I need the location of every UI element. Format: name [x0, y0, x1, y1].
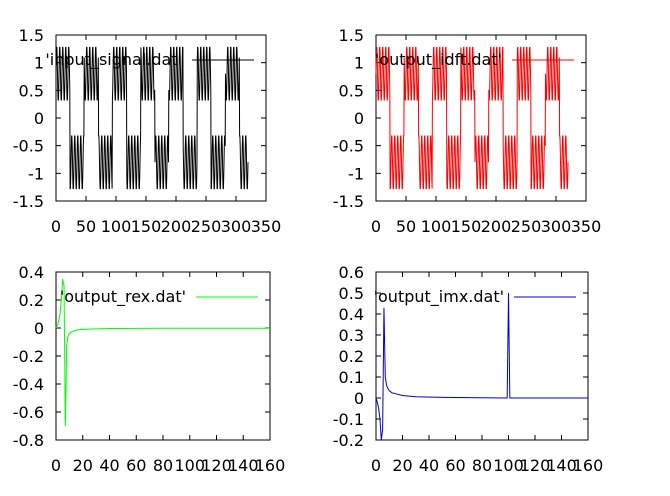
y-tick-label: 1.5	[19, 26, 44, 45]
panel-output-rex: 0.4 0.2 0 -0.2 -0.4 -0.6 -0.8 0 20 40 60 80 10012014…	[13, 263, 285, 475]
x-tick-label: 140	[228, 456, 259, 475]
y-tick-label: 0	[34, 319, 44, 338]
y-tick-label: -1.5	[333, 192, 364, 211]
x-tick-label: 250	[191, 217, 222, 236]
y-tick-label: 0.5	[339, 284, 364, 303]
x-tick-label: 100	[493, 456, 524, 475]
x-tick-label: 20	[73, 456, 93, 475]
y-tick-label: 0	[354, 389, 364, 408]
x-tick-label: 60	[126, 456, 146, 475]
series-line	[55, 278, 270, 427]
y-tick-label: 0.6	[339, 263, 364, 282]
x-tick-label: 100	[174, 456, 205, 475]
y-tick-label: 1	[354, 54, 364, 73]
y-tick-label: -0.8	[13, 431, 44, 450]
x-tick-label: 100	[421, 217, 452, 236]
y-tick-label: 0.2	[19, 291, 44, 310]
x-tick-label: 160	[255, 456, 286, 475]
x-tick-label: 50	[396, 217, 416, 236]
y-tick-label: 0.5	[339, 81, 364, 100]
y-tick-label: -0.2	[13, 347, 44, 366]
series-line	[375, 46, 569, 190]
y-tick-label: -0.4	[13, 375, 44, 394]
y-tick-label: 0.1	[339, 368, 364, 387]
y-tick-label: -1.5	[13, 192, 44, 211]
y-tick-label: 1.5	[339, 26, 364, 45]
panel-output-imx: 0.60.50.40.30.20.10-0.1-0.20 20 40 60 80 1001…	[333, 263, 603, 475]
y-tick-label: -0.5	[13, 137, 44, 156]
y-tick-label: -1	[28, 164, 44, 183]
y-tick-label: -0.1	[333, 410, 364, 429]
x-tick-label: 300	[541, 217, 572, 236]
x-tick-label: 40	[99, 456, 119, 475]
series-line	[55, 46, 249, 190]
y-tick-label: -0.5	[333, 137, 364, 156]
x-tick-label: 0	[51, 217, 61, 236]
panel-input-signal: 1.5 1 0.5 0 -0.5 -1 -1.5 0 50 100 150 200 250 300 350 '…	[13, 26, 281, 236]
panel-output-idft: 1.5 1 0.5 0 -0.5 -1 -1.5 0 50 100 150 200 250 300 350 '…	[333, 26, 601, 236]
y-tick-label: 0.5	[19, 81, 44, 100]
legend-label: 'input_signal.dat'	[45, 50, 182, 70]
x-tick-label: 40	[419, 456, 439, 475]
legend-label: 'output_rex.dat'	[60, 287, 186, 307]
x-tick-label: 20	[392, 456, 412, 475]
x-tick-label: 0	[371, 217, 381, 236]
x-tick-label: 150	[451, 217, 482, 236]
y-tick-label: 0.4	[19, 263, 44, 282]
x-tick-label: 350	[571, 217, 602, 236]
y-tick-label: 1	[34, 54, 44, 73]
x-tick-label: 50	[76, 217, 96, 236]
y-tick-label: -1	[348, 164, 364, 183]
x-tick-label: 100	[101, 217, 132, 236]
y-tick-label: 0.4	[339, 305, 364, 324]
y-tick-label: 0.2	[339, 347, 364, 366]
x-tick-label: 120	[201, 456, 232, 475]
y-tick-label: 0	[34, 109, 44, 128]
x-tick-label: 300	[221, 217, 252, 236]
x-tick-label: 0	[51, 456, 61, 475]
x-tick-label: 250	[511, 217, 542, 236]
y-tick-label: 0	[354, 109, 364, 128]
x-tick-label: 80	[472, 456, 492, 475]
x-tick-label: 0	[371, 456, 381, 475]
legend-label: 'output_idft.dat'	[375, 50, 502, 70]
x-tick-label: 140	[546, 456, 577, 475]
y-tick-label: -0.6	[13, 403, 44, 422]
x-tick-label: 350	[251, 217, 282, 236]
x-tick-label: 80	[153, 456, 173, 475]
y-tick-label: 0.3	[339, 326, 364, 345]
y-tick-label: -0.2	[333, 431, 364, 450]
x-tick-label: 160	[573, 456, 604, 475]
legend-label: 'output_imx.dat'	[374, 287, 504, 307]
x-tick-label: 150	[131, 217, 162, 236]
x-tick-label: 60	[445, 456, 465, 475]
x-tick-label: 200	[161, 217, 192, 236]
series-line	[375, 292, 588, 441]
x-tick-label: 120	[520, 456, 551, 475]
x-tick-label: 200	[481, 217, 512, 236]
